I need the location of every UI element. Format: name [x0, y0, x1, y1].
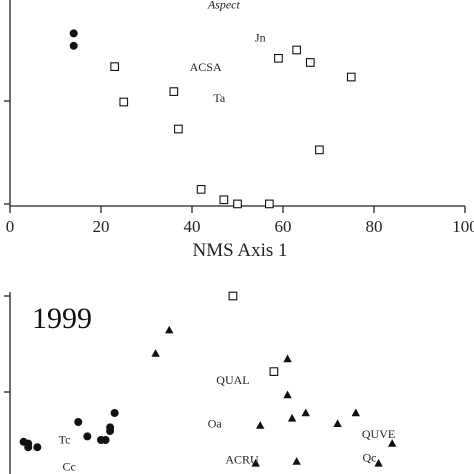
triangle-point: [301, 408, 310, 417]
panel-year-label: 1999: [32, 302, 92, 335]
point-annotation: Qc: [362, 451, 376, 465]
square-point: [219, 195, 229, 205]
point-annotation: Jn: [255, 31, 266, 45]
point-annotation: Ta: [213, 91, 225, 105]
point-annotation: ACRU: [225, 452, 259, 466]
square-point: [119, 97, 129, 107]
square-point: [274, 53, 283, 63]
point-annotation: Cc: [62, 460, 75, 474]
triangle-point: [287, 413, 297, 422]
x-axis-title: NMS Axis 1: [192, 240, 287, 261]
square-point: [305, 58, 315, 67]
point-annotation: Oa: [208, 416, 223, 430]
point-annotation: ACSA: [190, 60, 222, 74]
square-point: [346, 72, 356, 82]
x-tick-label: 80: [366, 217, 383, 236]
bottom-annotations: QUAL Oa ACRU QUVE Qc Tc Cc: [59, 373, 396, 473]
circle-point: [69, 29, 78, 38]
square-point: [169, 87, 179, 96]
circle-point: [33, 443, 42, 452]
triangle-point: [333, 419, 342, 427]
triangle-point: [283, 390, 292, 399]
square-point: [264, 199, 274, 209]
bottom-points: [19, 291, 397, 467]
square-point: [196, 185, 206, 194]
x-tick-label: 100: [452, 217, 474, 236]
circle-point: [106, 423, 115, 432]
top-panel: 0 20 40 60 80 100 Aspect Jn ACSA Ta NMS Axis 1: [4, 0, 474, 261]
square-point: [315, 145, 324, 155]
x-tick-label: 0: [6, 217, 15, 236]
point-annotation: QUAL: [216, 373, 249, 387]
point-annotation: QUVE: [362, 427, 395, 441]
square-point: [174, 124, 183, 134]
triangle-point: [165, 325, 174, 334]
top-points: [69, 29, 356, 209]
x-tick-label: 60: [275, 217, 292, 236]
bottom-panel: 1999 QUAL Oa ACRU QUVE Qc Tc Cc: [4, 291, 397, 474]
triangle-point: [374, 458, 383, 467]
square-point: [233, 199, 242, 209]
triangle-point: [256, 421, 265, 429]
square-point: [269, 367, 279, 376]
top-annotations: Aspect Jn ACSA Ta: [190, 0, 266, 105]
triangle-point: [283, 354, 292, 363]
circle-point: [83, 432, 92, 441]
square-point: [110, 62, 119, 71]
triangle-point: [292, 457, 301, 465]
top-x-ticks: 0 20 40 60 80 100: [6, 206, 474, 236]
square-point: [228, 291, 238, 301]
circle-point: [69, 41, 78, 50]
triangle-point: [388, 439, 397, 447]
square-point: [292, 45, 302, 55]
triangle-point: [251, 458, 260, 467]
circle-point: [24, 443, 33, 452]
triangle-point: [351, 408, 360, 417]
circle-point: [74, 418, 83, 426]
point-annotation: Tc: [59, 433, 71, 447]
circle-point: [110, 409, 119, 417]
triangle-point: [151, 349, 160, 357]
x-tick-label: 20: [93, 217, 110, 236]
point-annotation: Aspect: [207, 0, 241, 11]
circle-point: [101, 436, 110, 444]
x-tick-label: 40: [184, 217, 201, 236]
